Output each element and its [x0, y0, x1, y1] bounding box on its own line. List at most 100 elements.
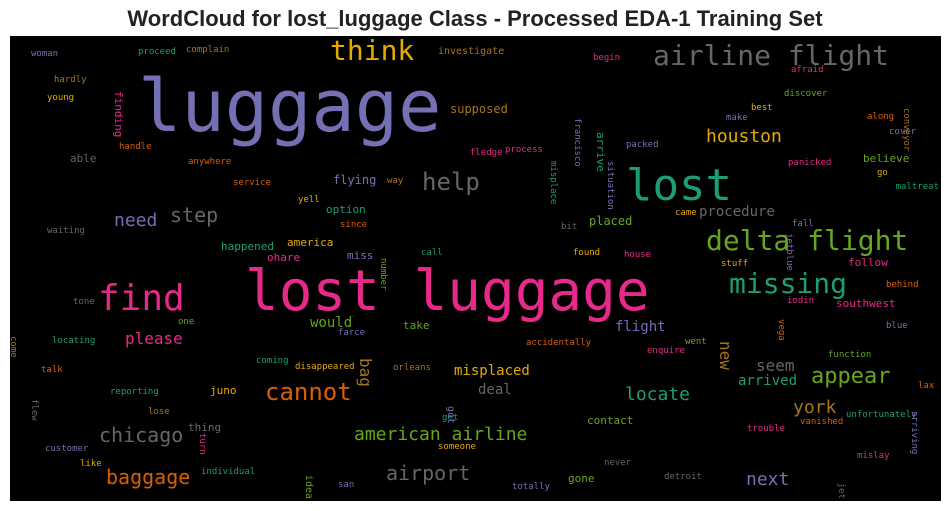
word-seem: seem [756, 356, 795, 375]
word-believe: believe [863, 152, 909, 165]
word-new: new [716, 341, 735, 370]
word-think: think [330, 36, 414, 67]
word-process: process [505, 145, 543, 155]
word-young: young [47, 93, 74, 103]
word-service: service [233, 178, 271, 188]
word-begin: begin [593, 53, 620, 63]
word-gone: gone [568, 472, 595, 485]
word-trouble: trouble [747, 424, 785, 434]
word-mislay: mislay [857, 451, 890, 461]
word-delta-flight: delta flight [706, 224, 908, 257]
word-francisco: francisco [572, 118, 582, 167]
word-go: go [877, 168, 888, 178]
word-yell: yell [298, 195, 320, 205]
wordcloud-canvas: luggage lost luggage lost think airline flig… [10, 36, 941, 501]
word-afraid: afraid [791, 65, 824, 75]
word-stuff: stuff [721, 259, 748, 269]
word-individual: individual [201, 467, 255, 477]
word-accidentally: accidentally [526, 338, 592, 348]
word-number: number [378, 258, 388, 291]
word-way: way [387, 176, 404, 186]
word-airline-flight: airline flight [653, 39, 889, 72]
word-option: option [326, 203, 366, 216]
word-tone: tone [73, 297, 95, 307]
word-maltreat: maltreat [896, 182, 939, 192]
word-lose: lose [148, 407, 170, 417]
word-conveyor: conveyor [901, 108, 911, 152]
word-locating: locating [52, 336, 95, 346]
word-handle: handle [119, 142, 152, 152]
word-placed: placed [589, 214, 632, 228]
word-flight: flight [615, 319, 666, 335]
word-missing: missing [729, 267, 847, 300]
word-procedure: procedure [699, 204, 775, 220]
word-found: found [573, 248, 600, 258]
word-reporting: reporting [110, 387, 159, 397]
word-next: next [746, 469, 789, 490]
word-arrived: arrived [738, 373, 797, 389]
word-able: able [70, 152, 97, 165]
word-house: house [624, 250, 651, 260]
word-happened: happened [221, 240, 274, 253]
word-american-airline: american airline [354, 424, 527, 445]
word-take: take [403, 319, 430, 332]
word-waiting: waiting [47, 226, 85, 236]
word-houston: houston [706, 126, 782, 147]
word-one: one [178, 317, 194, 327]
word-never: never [604, 458, 632, 468]
word-supposed: supposed [450, 102, 508, 116]
word-customer: customer [45, 444, 89, 454]
word-america: america [287, 236, 333, 249]
word-investigate: investigate [438, 46, 504, 57]
word-flying: flying [333, 173, 376, 187]
word-function: function [828, 350, 871, 360]
word-come: come [10, 336, 18, 358]
word-ohare: ohare [267, 251, 300, 264]
word-cannot: cannot [265, 378, 352, 406]
word-bag: bag [356, 358, 375, 387]
word-farce: farce [338, 328, 365, 338]
word-behind: behind [886, 280, 919, 290]
word-iodin: iodin [787, 296, 814, 306]
word-someone: someone [438, 442, 476, 452]
word-situation: situation [605, 161, 615, 210]
word-arriving: arriving [909, 411, 919, 454]
word-jet: jet [836, 483, 846, 499]
word-help: help [422, 168, 480, 196]
word-unfortunately: unfortunately [846, 410, 917, 420]
word-miss: miss [347, 249, 374, 262]
word-baggage: baggage [106, 465, 190, 489]
word-lost-luggage: lost luggage [245, 259, 650, 324]
word-lax: lax [918, 381, 935, 391]
word-chicago: chicago [99, 423, 183, 447]
word-jetblue: jetblue [784, 233, 794, 271]
word-misplaced: misplaced [454, 363, 530, 379]
word-proceed: proceed [138, 47, 176, 57]
word-flew: flew [29, 399, 39, 421]
word-turn: turn [197, 433, 207, 455]
word-lost: lost [626, 160, 732, 211]
word-fledge: fledge [470, 148, 503, 158]
word-contact: contact [587, 414, 633, 427]
word-talk: talk [41, 365, 63, 375]
word-thing: thing [188, 421, 221, 434]
word-packed: packed [626, 140, 659, 150]
word-bit: bit [561, 222, 577, 232]
word-blue: blue [886, 321, 908, 331]
word-went: went [685, 337, 707, 347]
word-best: best [751, 103, 773, 113]
word-appear: appear [811, 364, 890, 389]
word-orleans: orleans [393, 363, 431, 373]
word-juno: juno [210, 384, 237, 397]
word-totally: totally [512, 482, 551, 492]
word-panicked: panicked [788, 158, 831, 168]
word-along: along [867, 112, 894, 122]
word-would: would [310, 315, 352, 331]
word-coming: coming [256, 356, 289, 366]
word-san: san [338, 480, 354, 490]
word-locate: locate [625, 384, 690, 405]
word-airport: airport [386, 461, 470, 485]
word-call: call [421, 248, 443, 258]
chart-title: WordCloud for lost_luggage Class - Proce… [127, 6, 823, 31]
word-enquire: enquire [647, 346, 685, 356]
